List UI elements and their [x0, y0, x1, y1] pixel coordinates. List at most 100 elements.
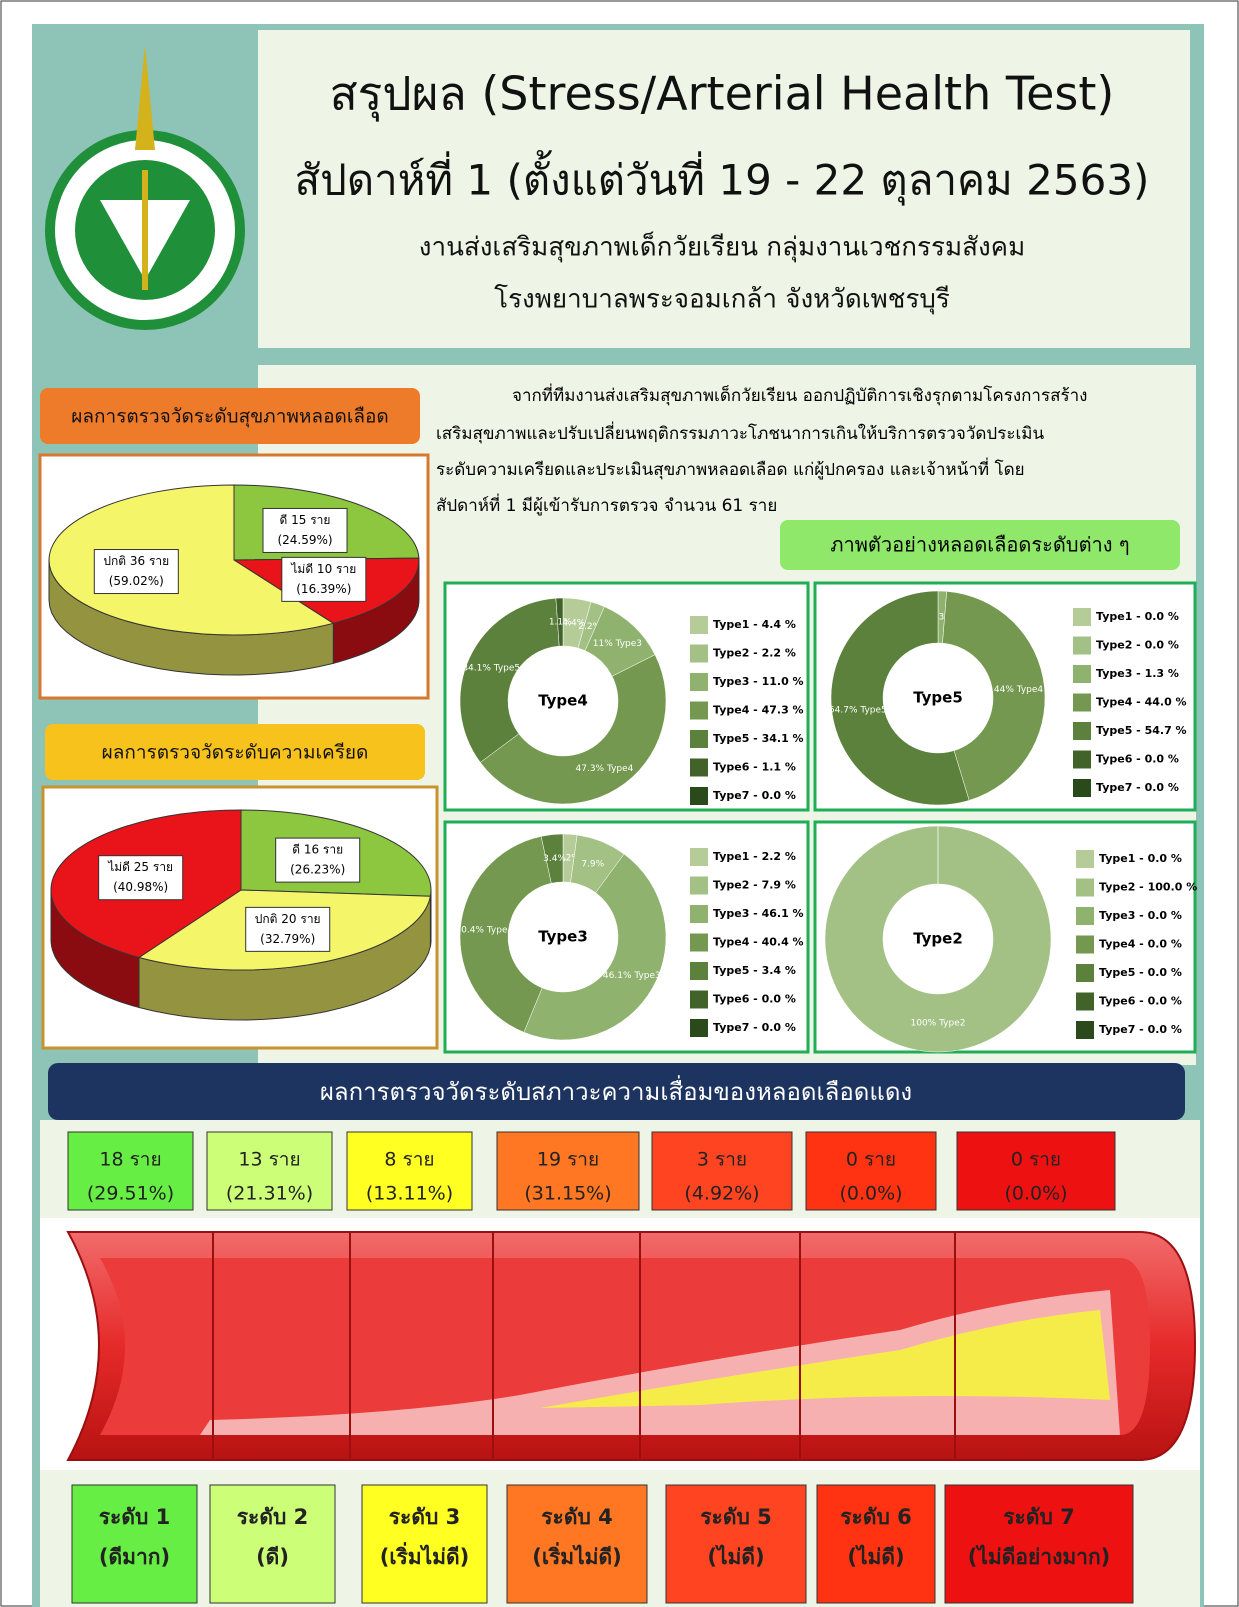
legend-entry: Type1 - 4.4 %: [713, 618, 796, 631]
artery-title: ผลการตรวจวัดระดับสภาวะความเสื่อมของหลอดเ…: [320, 1075, 912, 1106]
subtitle: สัปดาห์ที่ 1 (ตั้งแต่วันที่ 19 - 22 ตุลา…: [295, 150, 1150, 207]
legend-entry: Type3 - 11.0 %: [713, 675, 804, 688]
page: สรุปผล (Stress/Arterial Health Test) สัป…: [0, 0, 1239, 1607]
legend-entry: Type1 - 0.0 %: [1099, 852, 1182, 865]
level-desc: (ไม่ดีอย่างมาก): [968, 1544, 1111, 1569]
legend-swatch: [1073, 694, 1091, 712]
legend-entry: Type2 - 2.2 %: [713, 647, 796, 660]
donut-slice-label: 47.3% Type4: [576, 764, 634, 774]
legend-swatch: [690, 962, 708, 980]
legend-swatch: [1076, 850, 1094, 868]
legend-swatch: [690, 730, 708, 748]
count-text: 8 ราย: [384, 1149, 434, 1171]
donut-slice-label: 1.1%: [549, 618, 572, 628]
artery-illustration: [40, 1218, 1200, 1470]
legend-swatch: [690, 934, 708, 952]
legend-entry: Type5 - 34.1 %: [713, 732, 804, 745]
intro-line: เสริมสุขภาพและปรับเปลี่ยนพฤติกรรมภาวะโภช…: [436, 421, 1044, 444]
legend-entry: Type1 - 2.2 %: [713, 850, 796, 863]
intro-line: ระดับความเครียดและประเมินสุขภาพหลอดเลือด…: [436, 457, 1025, 480]
pie-label: ปกติ 20 ราย: [255, 912, 321, 926]
pie-value-label: (26.23%): [290, 863, 345, 877]
level-text: ระดับ 1: [99, 1505, 170, 1529]
intro-line: สัปดาห์ที่ 1 มีผู้เข้ารับการตรวจ จำนวน 6…: [436, 493, 777, 516]
legend-swatch: [690, 1019, 708, 1037]
donut-center-label: Type2: [913, 930, 963, 948]
count-percent: (0.0%): [839, 1183, 902, 1205]
level-text: ระดับ 4: [541, 1505, 612, 1529]
legend-entry: Type5 - 0.0 %: [1099, 966, 1182, 979]
legend-entry: Type4 - 47.3 %: [713, 704, 804, 717]
legend-swatch: [690, 645, 708, 663]
legend-swatch: [690, 702, 708, 720]
count-percent: (29.51%): [87, 1183, 174, 1205]
legend-swatch: [690, 877, 708, 895]
donut-slice-label: 7.9%: [581, 859, 604, 869]
legend-entry: Type3 - 1.3 %: [1096, 667, 1179, 680]
count-percent: (13.11%): [366, 1183, 453, 1205]
legend-entry: Type5 - 54.7 %: [1096, 724, 1187, 737]
pie-label: ไม่ดี 10 ราย: [290, 562, 356, 576]
section-title: ผลการตรวจวัดระดับความเครียด: [102, 742, 369, 764]
level-box: [507, 1485, 647, 1603]
count-percent: (31.15%): [524, 1183, 611, 1205]
count-percent: (4.92%): [684, 1183, 759, 1205]
legend-swatch: [1073, 608, 1091, 626]
legend-swatch: [1073, 637, 1091, 655]
level-text: ระดับ 6: [840, 1505, 911, 1529]
count-text: 0 ราย: [846, 1149, 896, 1171]
legend-swatch: [1076, 936, 1094, 954]
level-desc: (ไม่ดี): [847, 1544, 904, 1569]
legend-entry: Type4 - 40.4 %: [713, 936, 804, 949]
legend-swatch: [690, 905, 708, 923]
legend-swatch: [1073, 722, 1091, 740]
level-text: ระดับ 5: [700, 1505, 771, 1529]
level-box: [72, 1485, 197, 1603]
donut-slice-label: 3.4%: [543, 854, 566, 864]
level-box: [362, 1485, 487, 1603]
legend-entry: Type2 - 0.0 %: [1096, 639, 1179, 652]
donut-slice-label: 40.4% Type4: [455, 926, 513, 936]
legend-entry: Type4 - 44.0 %: [1096, 696, 1187, 709]
legend-swatch: [1076, 964, 1094, 982]
count-text: 18 ราย: [99, 1149, 161, 1171]
level-box: [210, 1485, 335, 1603]
level-desc: (ดีมาก): [99, 1545, 170, 1569]
legend-swatch: [1076, 1021, 1094, 1039]
donut-slice-label: 44% Type4: [994, 685, 1044, 695]
pie-value-label: (40.98%): [113, 880, 168, 894]
count-percent: (21.31%): [226, 1183, 313, 1205]
legend-entry: Type4 - 0.0 %: [1099, 938, 1182, 951]
legend-entry: Type7 - 0.0 %: [713, 789, 796, 802]
legend-swatch: [690, 848, 708, 866]
pie-label: ดี 15 ราย: [280, 513, 331, 527]
legend-entry: Type6 - 1.1 %: [713, 761, 796, 774]
section-title: ผลการตรวจวัดระดับสุขภาพหลอดเลือด: [71, 406, 388, 429]
legend-swatch: [1073, 751, 1091, 769]
intro-line: จากที่ทีมงานส่งเสริมสุขภาพเด็กวัยเรียน อ…: [512, 383, 1087, 406]
count-text: 0 ราย: [1011, 1149, 1061, 1171]
count-text: 13 ราย: [238, 1149, 300, 1171]
pie-value-label: (32.79%): [260, 932, 315, 946]
org-line: โรงพยาบาลพระจอมเกล้า จังหวัดเพชรบุรี: [494, 284, 950, 315]
legend-swatch: [1076, 993, 1094, 1011]
legend-entry: Type2 - 7.9 %: [713, 879, 796, 892]
level-desc: (ไม่ดี): [707, 1544, 764, 1569]
pie-value-label: (24.59%): [277, 533, 332, 547]
level-box: [817, 1485, 935, 1603]
pie-value-label: (59.02%): [109, 574, 164, 588]
infographic: สรุปผล (Stress/Arterial Health Test) สัป…: [0, 0, 1239, 1607]
level-text: ระดับ 3: [389, 1505, 460, 1529]
legend-entry: Type3 - 46.1 %: [713, 907, 804, 920]
pie-label: ไม่ดี 25 ราย: [107, 860, 173, 874]
donut-slice-label: 11% Type3: [593, 639, 642, 649]
pie-label: ดี 16 ราย: [292, 843, 343, 857]
level-desc: (ดี): [256, 1545, 289, 1569]
level-text: ระดับ 2: [237, 1505, 308, 1529]
legend-swatch: [690, 673, 708, 691]
title: สรุปผล (Stress/Arterial Health Test): [330, 67, 1115, 123]
count-text: 3 ราย: [697, 1149, 747, 1171]
pie-label: ปกติ 36 ราย: [103, 554, 169, 568]
legend-swatch: [690, 787, 708, 805]
legend-entry: Type6 - 0.0 %: [1096, 753, 1179, 766]
